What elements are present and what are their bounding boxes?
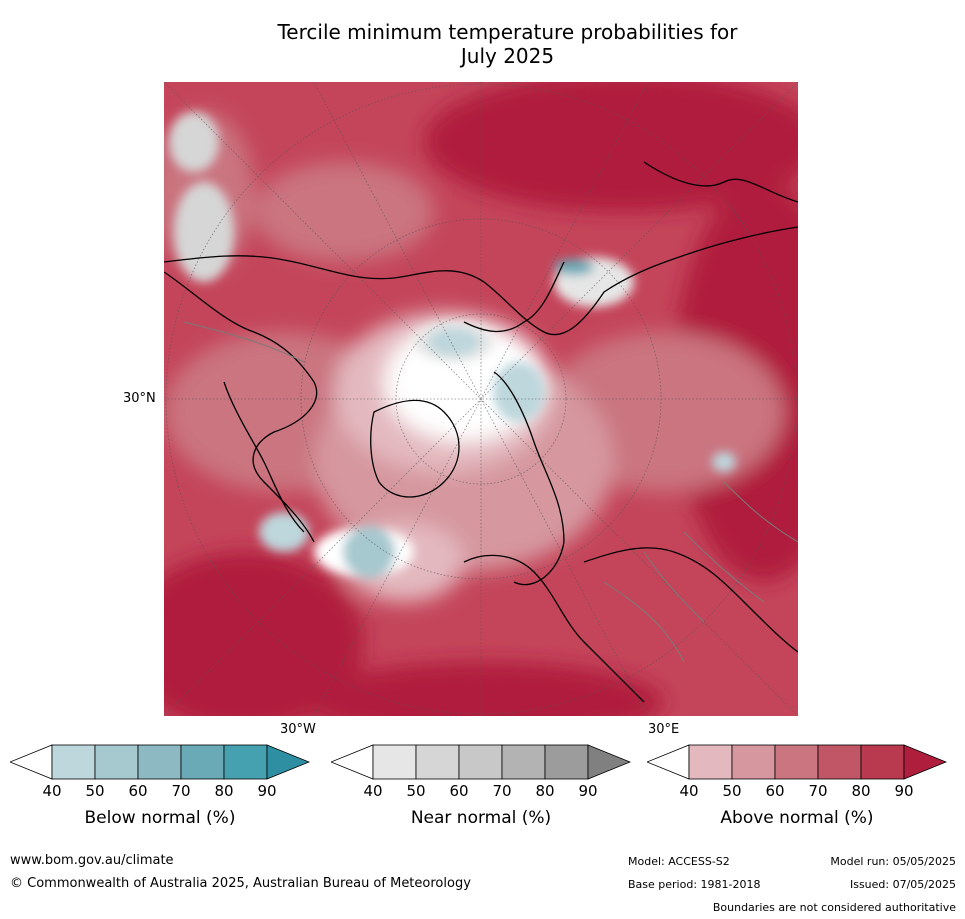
disclaimer-text: Boundaries are not considered authoritat… [712, 901, 956, 914]
model-text: Model: ACCESS-S2 [628, 855, 730, 868]
colorbar-tick-label: 70 [492, 782, 512, 800]
colorbar-tick-label: 90 [894, 782, 914, 800]
colorbar-tick-label: 40 [42, 782, 62, 800]
colorbar-above-svg [647, 744, 947, 780]
colorbar-tick-label: 40 [679, 782, 699, 800]
colorbar-segment [501, 744, 546, 780]
colorbar-near-normal [331, 744, 631, 780]
colorbar-tick-label: 40 [363, 782, 383, 800]
colorbar-segment [731, 744, 776, 780]
map-svg [164, 82, 798, 716]
colorbar-extend-high [903, 744, 947, 780]
colorbar-segment [51, 744, 96, 780]
country-boundaries [183, 321, 798, 663]
colorbar-below-normal [10, 744, 310, 780]
colorbar-segment [817, 744, 862, 780]
colorbar-segment [544, 744, 589, 780]
lat-label-30n: 30°N [123, 391, 156, 406]
colorbar-segment [372, 744, 417, 780]
map-title: Tercile minimum temperature probabilitie… [0, 20, 965, 68]
colorbar-extend-high [266, 744, 310, 780]
colorbar-tick-label: 70 [808, 782, 828, 800]
colorbar-near-svg [331, 744, 631, 780]
colorbar-segment [688, 744, 733, 780]
title-line-2: July 2025 [460, 44, 555, 68]
lon-label-30e: 30°E [648, 722, 680, 737]
colorbar-segment [137, 744, 182, 780]
probability-map [164, 82, 798, 716]
colorbar-segment [180, 744, 225, 780]
issued-text: Issued: 07/05/2025 [849, 878, 956, 891]
colorbar-tick-label: 90 [578, 782, 598, 800]
colorbar-tick-label: 90 [257, 782, 277, 800]
colorbar-segment [415, 744, 460, 780]
colorbar-below-title: Below normal (%) [84, 808, 236, 828]
website-link[interactable]: www.bom.gov.au/climate [10, 853, 174, 868]
colorbar-segment [458, 744, 503, 780]
colorbar-above-title: Above normal (%) [720, 808, 874, 828]
title-line-1: Tercile minimum temperature probabilitie… [277, 20, 738, 44]
colorbar-segment [223, 744, 268, 780]
colorbar-extend-low [331, 744, 374, 780]
lon-label-30w: 30°W [280, 722, 316, 737]
colorbar-tick-label: 50 [85, 782, 105, 800]
colorbar-segment [860, 744, 905, 780]
graticule-lines [164, 82, 798, 716]
colorbar-tick-label: 80 [535, 782, 555, 800]
colorbar-tick-label: 50 [722, 782, 742, 800]
base-period-text: Base period: 1981-2018 [628, 878, 761, 891]
colorbar-near-title: Near normal (%) [410, 808, 552, 828]
colorbar-tick-label: 50 [406, 782, 426, 800]
colorbar-segment [774, 744, 819, 780]
colorbar-tick-label: 70 [171, 782, 191, 800]
colorbar-tick-label: 60 [765, 782, 785, 800]
colorbar-above-normal [647, 744, 947, 780]
colorbar-below-svg [10, 744, 310, 780]
colorbar-tick-label: 60 [449, 782, 469, 800]
coastlines [164, 161, 798, 703]
colorbar-extend-high [587, 744, 631, 780]
colorbar-tick-label: 60 [128, 782, 148, 800]
colorbar-extend-low [10, 744, 53, 780]
copyright-text: © Commonwealth of Australia 2025, Austra… [10, 876, 471, 891]
colorbar-extend-low [647, 744, 690, 780]
colorbar-tick-label: 80 [851, 782, 871, 800]
colorbar-segment [94, 744, 139, 780]
model-run-text: Model run: 05/05/2025 [830, 855, 956, 868]
colorbar-tick-label: 80 [214, 782, 234, 800]
